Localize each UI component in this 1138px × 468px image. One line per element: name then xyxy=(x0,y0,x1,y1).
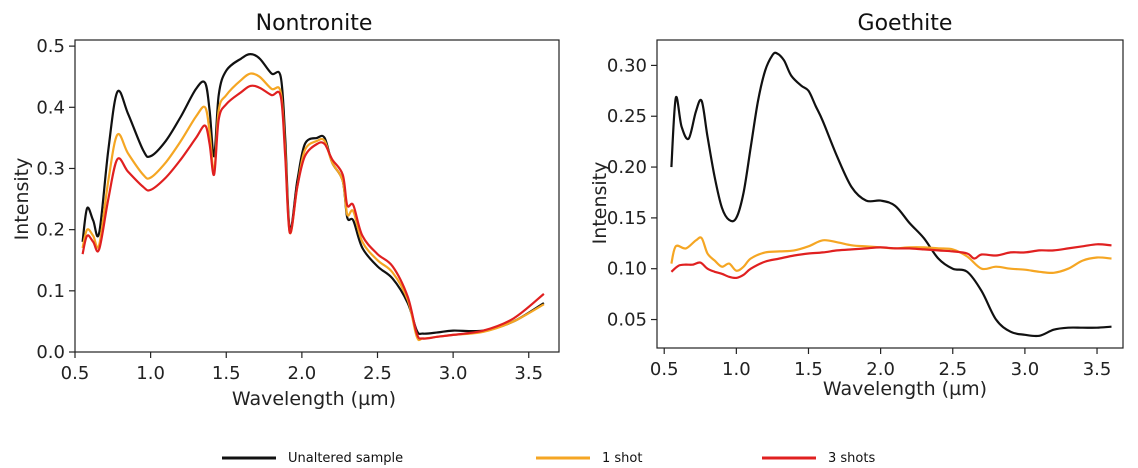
legend-item-1-shot: 1 shot xyxy=(536,451,642,466)
x-tick-label: 3.5 xyxy=(1083,359,1112,380)
x-tick-label: 3.5 xyxy=(514,363,543,384)
legend-item-3-shots: 3 shots xyxy=(762,451,875,466)
y-tick-label: 0.25 xyxy=(607,106,647,127)
x-tick-label: 3.0 xyxy=(439,363,468,384)
y-tick-label: 0.1 xyxy=(36,281,65,302)
x-tick-label: 2.0 xyxy=(288,363,317,384)
series-line-unaltered xyxy=(670,51,1112,338)
x-tick-label: 1.0 xyxy=(136,363,165,384)
x-tick-label: 2.0 xyxy=(866,359,895,380)
y-tick-label: 0.05 xyxy=(607,310,647,331)
legend-label: 3 shots xyxy=(828,451,875,466)
series-line-unaltered xyxy=(81,53,545,335)
plot-frame xyxy=(74,39,560,353)
chart-title: Goethite xyxy=(858,11,953,36)
x-tick-label: 1.0 xyxy=(722,359,751,380)
y-tick-label: 0.20 xyxy=(607,157,647,178)
x-axis-label: Wavelength (µm) xyxy=(823,378,987,400)
plot-frame xyxy=(656,39,1124,349)
series-line-3-shots xyxy=(670,243,1112,280)
legend-label: 1 shot xyxy=(602,451,642,466)
goethite-panel: Goethite Wavelength (µm) Intensity 0.5 1.… xyxy=(589,11,1124,400)
x-tick-label: 3.0 xyxy=(1011,359,1040,380)
chart-title: Nontronite xyxy=(256,11,373,36)
y-axis-label: Intensity xyxy=(589,162,611,245)
series-line-1-shot xyxy=(670,236,1112,275)
x-tick-label: 0.5 xyxy=(61,363,90,384)
y-tick-label: 0.5 xyxy=(36,36,65,57)
x-tick-label: 1.5 xyxy=(212,363,241,384)
x-tick-label: 0.5 xyxy=(650,359,679,380)
y-tick-label: 0.10 xyxy=(607,259,647,280)
y-tick-label: 0.2 xyxy=(36,220,65,241)
legend-item-unaltered: Unaltered sample xyxy=(222,451,403,466)
series-line-3-shots xyxy=(81,84,545,340)
y-axis-label: Intensity xyxy=(11,158,33,241)
legend-label: Unaltered sample xyxy=(288,451,403,466)
x-axis-label: Wavelength (µm) xyxy=(232,388,396,410)
nontronite-panel: Nontronite Wavelength (µm) Intensity 0.5… xyxy=(11,11,560,410)
x-tick-label: 1.5 xyxy=(794,359,823,380)
x-tick-label: 2.5 xyxy=(363,363,392,384)
y-tick-label: 0.30 xyxy=(607,55,647,76)
y-tick-label: 0.0 xyxy=(36,342,65,363)
series-line-1-shot xyxy=(81,72,545,342)
y-tick-label: 0.4 xyxy=(36,97,65,118)
y-tick-label: 0.3 xyxy=(36,158,65,179)
x-tick-label: 2.5 xyxy=(938,359,967,380)
y-tick-label: 0.15 xyxy=(607,208,647,229)
legend: Unaltered sample 1 shot 3 shots xyxy=(222,451,875,466)
